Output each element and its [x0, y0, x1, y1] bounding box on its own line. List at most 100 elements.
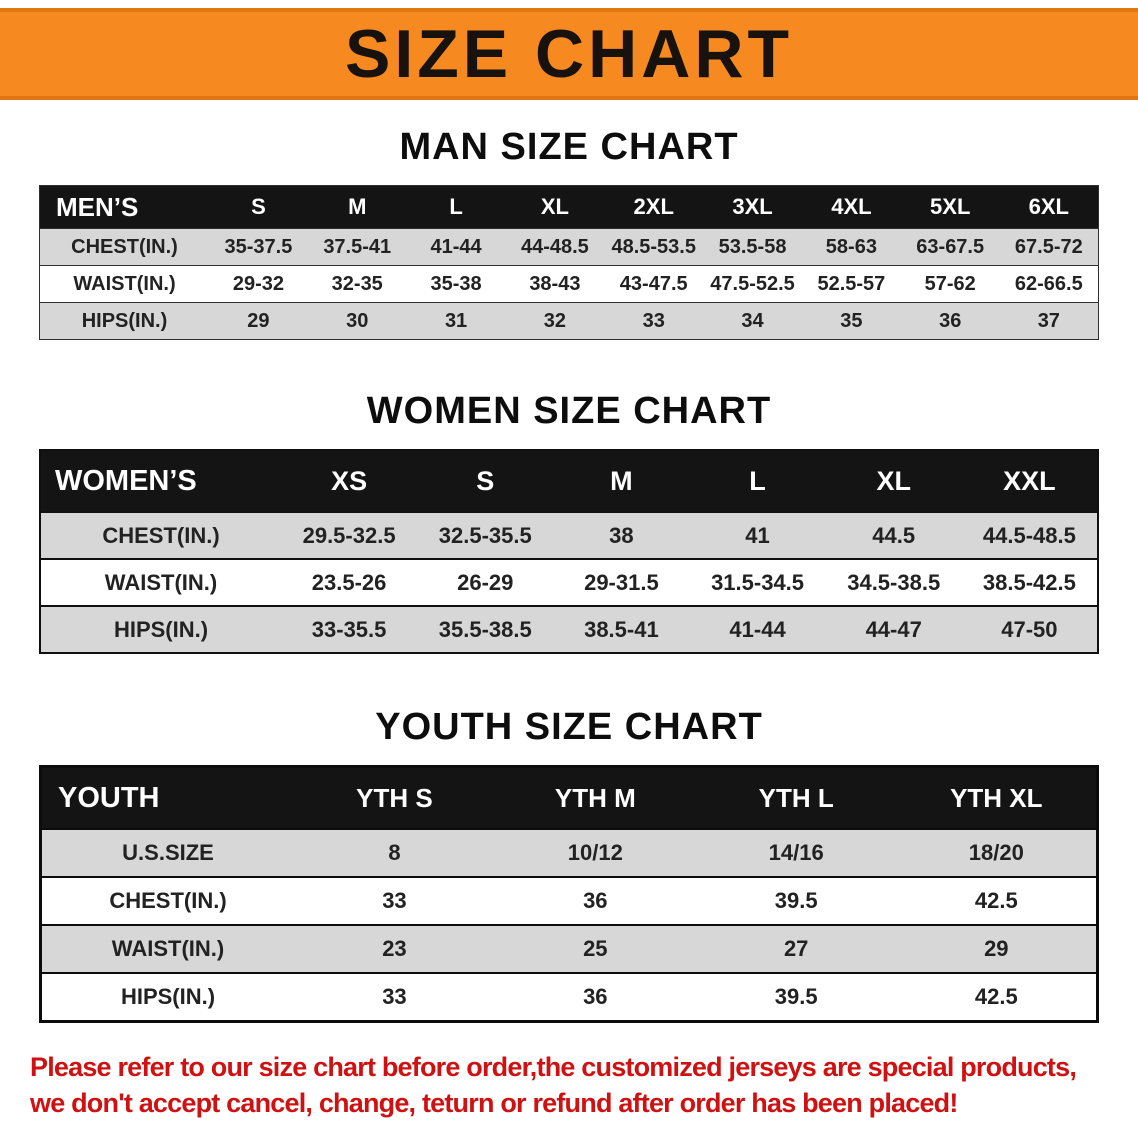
- size-value-cell: 48.5-53.5: [611, 235, 696, 258]
- size-value-cell: 35-38: [430, 272, 482, 295]
- size-column-header: XS: [281, 450, 418, 512]
- size-value-cell: 38.5-41: [584, 616, 659, 642]
- size-value-cell: 29-31.5: [584, 569, 659, 595]
- size-value-cell: 14/16: [768, 840, 824, 865]
- size-value-cell: 26-29: [457, 569, 514, 595]
- size-value-cell: 44.5-48.5: [982, 522, 1076, 548]
- women-chart-heading: WOMEN SIZE CHART: [366, 390, 772, 432]
- youth-size-table: YOUTH YTH S YTH M YTH L YTH XL U.S.SIZE 8 10/12…: [39, 765, 1099, 1023]
- measure-label: WAIST(IN.): [104, 569, 218, 595]
- measure-label: HIPS(IN.): [113, 616, 209, 642]
- size-column-header: M: [307, 185, 407, 229]
- size-column-header: S: [417, 450, 554, 512]
- size-value-cell: 35-37.5: [224, 235, 293, 258]
- size-column-header: 4XL: [801, 185, 901, 229]
- size-value-cell: 41: [745, 522, 770, 548]
- table-row: HIPS(IN.) 29 30 31 32 33 34 35 36 37: [39, 302, 1099, 340]
- table-label: WOMEN’S: [40, 450, 281, 512]
- size-value-cell: 23: [382, 936, 407, 961]
- size-value-cell: 39.5: [774, 984, 818, 1009]
- table-row: WAIST(IN.) 23 25 27 29: [40, 925, 1098, 973]
- size-value-cell: 38.5-42.5: [982, 569, 1076, 595]
- size-value-cell: 44-48.5: [520, 235, 589, 258]
- size-value-cell: 57-62: [924, 272, 976, 295]
- size-value-cell: 37: [1037, 309, 1060, 332]
- size-value-cell: 37.5-41: [323, 235, 392, 258]
- size-value-cell: 58-63: [825, 235, 877, 258]
- size-value-cell: 32: [543, 309, 567, 332]
- size-value-cell: 25: [583, 936, 608, 961]
- table-row: CHEST(IN.) 35-37.5 37.5-41 41-44 44-48.5 48.5…: [39, 228, 1099, 266]
- size-column-header: YTH L: [695, 766, 897, 829]
- youth-chart-heading: YOUTH SIZE CHART: [375, 706, 763, 748]
- measure-label: WAIST(IN.): [73, 272, 176, 295]
- measure-label: CHEST(IN.): [102, 522, 220, 548]
- size-value-cell: 41-44: [430, 235, 482, 258]
- women-size-table: WOMEN’S XS S M L XL XXL CHEST(IN.) 29.5-32.5 32.5…: [39, 449, 1099, 654]
- size-value-cell: 33-35.5: [311, 616, 387, 642]
- size-value-cell: 18/20: [968, 840, 1024, 865]
- size-value-cell: 53.5-58: [718, 235, 787, 258]
- size-column-header: YTH S: [294, 766, 495, 829]
- size-value-cell: 29-32: [232, 272, 284, 295]
- table-row: WAIST(IN.) 23.5-26 26-29 29-31.5 31.5-34.5 34…: [40, 559, 1098, 606]
- size-column-header: YTH XL: [896, 766, 1098, 829]
- size-value-cell: 31.5-34.5: [711, 569, 805, 595]
- measure-label: WAIST(IN.): [111, 936, 225, 961]
- size-value-cell: 44.5: [872, 522, 916, 548]
- size-value-cell: 62-66.5: [1014, 272, 1083, 295]
- disclaimer-line-1: Please refer to our size chart before or…: [30, 1052, 1077, 1082]
- size-value-cell: 35.5-38.5: [438, 616, 532, 642]
- header-row: MEN’S S M L XL 2XL 3XL 4XL 5XL 6XL: [39, 185, 1099, 229]
- measure-label: CHEST(IN.): [109, 888, 227, 913]
- size-value-cell: 32-35: [331, 272, 383, 295]
- size-value-cell: 30: [346, 309, 369, 332]
- size-value-cell: 23.5-26: [311, 569, 387, 595]
- table-row: U.S.SIZE 8 10/12 14/16 18/20: [40, 829, 1098, 877]
- size-value-cell: 27: [783, 936, 809, 961]
- size-value-cell: 42.5: [974, 984, 1018, 1009]
- size-value-cell: 36: [583, 888, 608, 913]
- youth-size-section: YOUTH SIZE CHART YOUTH YTH S YTH M YTH L YTH…: [0, 706, 1138, 1023]
- table-label: MEN’S: [39, 185, 209, 229]
- size-value-cell: 34.5-38.5: [847, 569, 941, 595]
- size-column-header: M: [553, 450, 690, 512]
- table-label: YOUTH: [40, 766, 294, 829]
- size-column-header: L: [689, 450, 826, 512]
- size-value-cell: 33: [642, 309, 665, 332]
- measure-label: U.S.SIZE: [122, 840, 214, 865]
- header-row: WOMEN’S XS S M L XL XXL: [40, 450, 1098, 512]
- size-value-cell: 42.5: [974, 888, 1018, 913]
- size-value-cell: 8: [388, 840, 401, 865]
- size-column-header: XXL: [961, 450, 1098, 512]
- measure-label: HIPS(IN.): [81, 309, 168, 332]
- size-column-header: 2XL: [604, 185, 704, 229]
- table-row: WAIST(IN.) 29-32 32-35 35-38 38-43 43-47.5 47.…: [39, 265, 1099, 303]
- size-column-header: 3XL: [703, 185, 802, 229]
- size-column-header: L: [406, 185, 506, 229]
- table-row: HIPS(IN.) 33-35.5 35.5-38.5 38.5-41 41-44 44-…: [40, 606, 1098, 653]
- table-row: HIPS(IN.) 33 36 39.5 42.5: [40, 973, 1098, 1022]
- size-value-cell: 39.5: [774, 888, 818, 913]
- header-row: YOUTH YTH S YTH M YTH L YTH XL: [40, 766, 1098, 829]
- size-column-header: YTH M: [494, 766, 696, 829]
- size-value-cell: 52.5-57: [817, 272, 886, 295]
- size-value-cell: 36: [939, 309, 962, 332]
- table-row: CHEST(IN.) 33 36 39.5 42.5: [40, 877, 1098, 925]
- measure-label: HIPS(IN.): [120, 984, 216, 1009]
- size-value-cell: 29: [984, 936, 1009, 961]
- size-value-cell: 33: [382, 888, 407, 913]
- disclaimer-line-2: we don't accept cancel, change, teturn o…: [30, 1088, 958, 1119]
- banner: SIZE CHART: [0, 8, 1138, 100]
- men-size-table: MEN’S S M L XL 2XL 3XL 4XL 5XL 6XL CHEST(IN.) 35-37…: [39, 185, 1099, 340]
- size-value-cell: 10/12: [567, 840, 623, 865]
- size-value-cell: 63-67.5: [916, 235, 985, 258]
- disclaimer-note: Please refer to our size chart before or…: [30, 1049, 1108, 1122]
- size-value-cell: 38-43: [529, 272, 581, 295]
- men-chart-heading: MAN SIZE CHART: [399, 126, 739, 168]
- women-size-section: WOMEN SIZE CHART WOMEN’S XS S M L XL XXL CHEST(…: [0, 390, 1138, 654]
- size-value-cell: 29: [247, 309, 270, 332]
- size-value-cell: 36: [583, 984, 608, 1009]
- size-value-cell: 47.5-52.5: [710, 272, 795, 295]
- size-column-header: 5XL: [900, 185, 1000, 229]
